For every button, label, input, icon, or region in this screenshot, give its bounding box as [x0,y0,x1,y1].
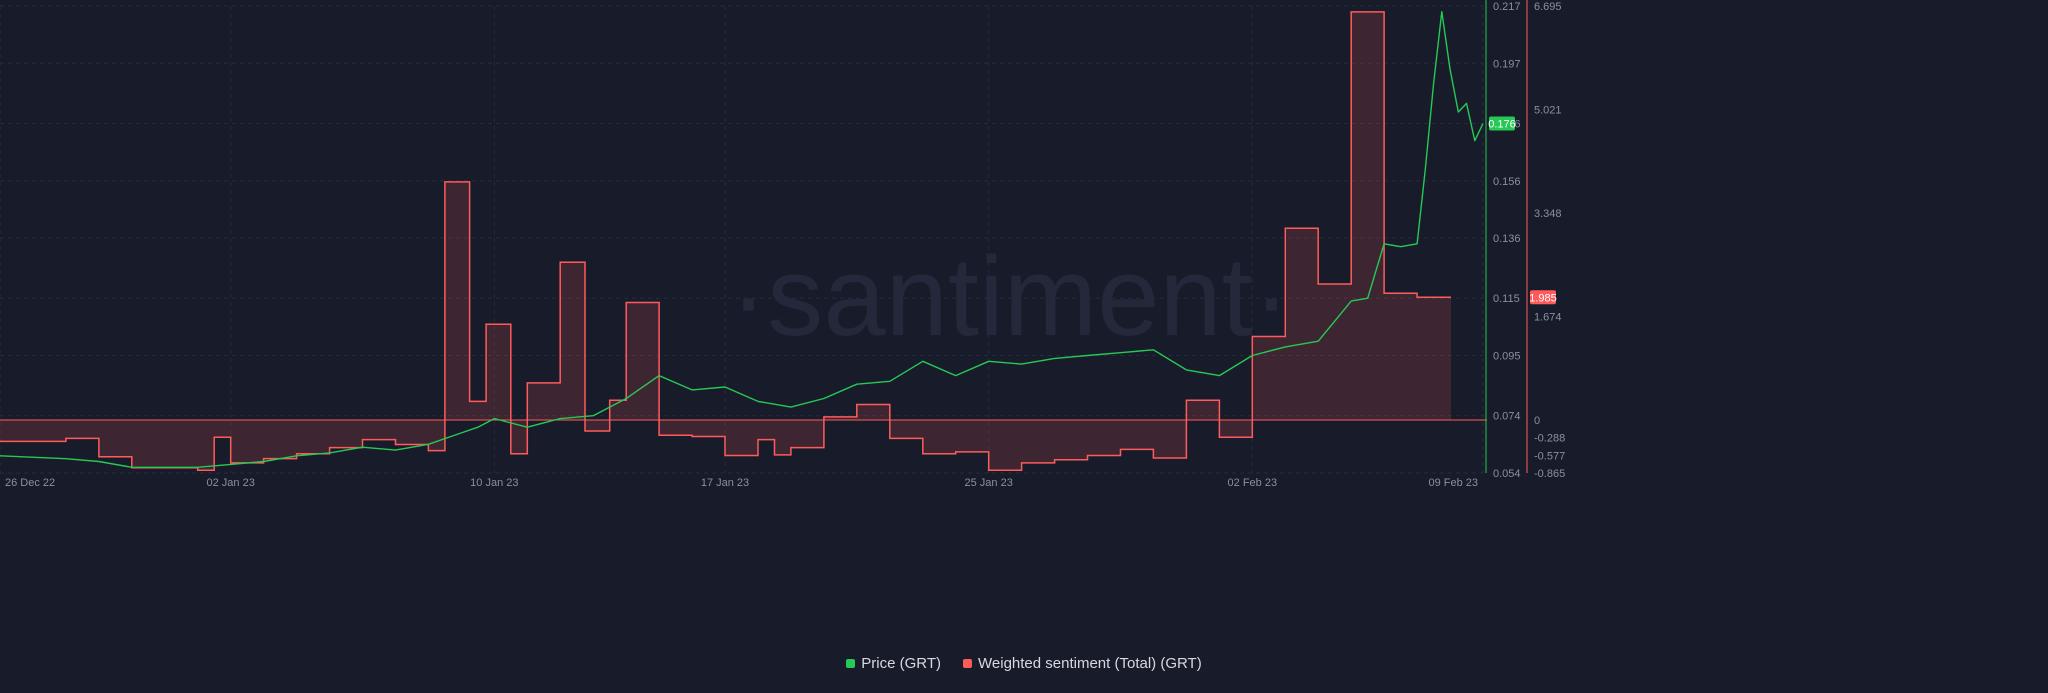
sentiment-tick-label: -0.865 [1534,468,1565,480]
legend-item-price[interactable]: Price (GRT) [846,655,941,672]
axes: 26 Dec 22 02 Jan 23 10 Jan 23 17 Jan 23 25 J… [5,0,1565,489]
grid [0,5,1484,474]
price-tick-label: 0.074 [1493,411,1521,423]
x-tick-label: 10 Jan 23 [470,477,518,489]
price-tick-label: 0.115 [1493,293,1520,305]
legend-swatch-sentiment [963,659,973,668]
sentiment-tick-label: -0.577 [1534,450,1565,462]
price-tick-label: 0.136 [1493,233,1521,245]
current-price-badge [1489,116,1515,131]
x-tick-label: 09 Feb 23 [1428,477,1478,489]
x-tick-label: 17 Jan 23 [701,477,749,489]
watermark-text: ·santiment· [730,234,1290,359]
current-price-label: 0.176 [1488,118,1516,130]
price-series [0,11,1484,468]
price-tick-label: 0.197 [1493,58,1521,70]
price-tick-label: 0.095 [1493,351,1521,363]
x-tick-label: 25 Jan 23 [965,477,1013,489]
legend-item-sentiment[interactable]: Weighted sentiment (Total) (GRT) [963,655,1202,672]
price-tick-label: 0.156 [1493,176,1521,188]
x-tick-label: 26 Dec 22 [5,477,55,489]
sentiment-tick-label: 3.348 [1534,208,1562,220]
sentiment-tick-label: 1.674 [1534,311,1562,323]
price-tick-label: 0.054 [1493,468,1521,480]
sentiment-tick-label: -0.288 [1534,433,1565,445]
legend-swatch-price [846,659,856,668]
legend-label-sentiment: Weighted sentiment (Total) (GRT) [978,655,1202,672]
sentiment-tick-label: 0 [1534,415,1540,427]
legend-label-price: Price (GRT) [861,655,942,672]
sentiment-tick-label: 6.695 [1534,1,1562,13]
sentiment-tick-label: 5.021 [1534,105,1562,117]
current-sentiment-label: 1.985 [1529,292,1557,304]
legend: Price (GRT) Weighted sentiment (Total) (… [0,655,2048,672]
x-tick-label: 02 Feb 23 [1228,477,1278,489]
price-line [0,11,1484,468]
current-sentiment-badge [1530,290,1556,305]
price-tick-label: 0.217 [1493,1,1521,13]
sentiment-area [0,11,1451,471]
x-tick-label: 02 Jan 23 [207,477,255,489]
